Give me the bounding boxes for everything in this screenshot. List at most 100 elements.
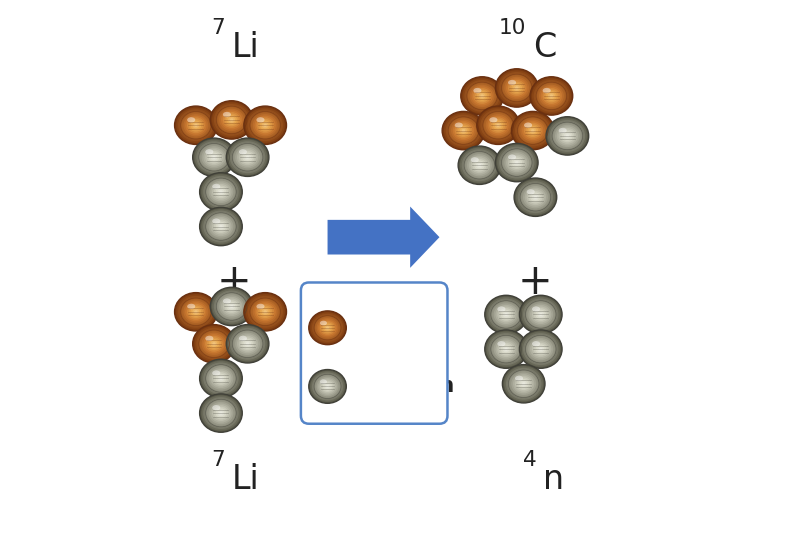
- Ellipse shape: [495, 340, 517, 359]
- Ellipse shape: [214, 407, 228, 419]
- Ellipse shape: [520, 381, 527, 387]
- Ellipse shape: [200, 359, 242, 398]
- Ellipse shape: [185, 116, 207, 135]
- Ellipse shape: [210, 182, 232, 201]
- Ellipse shape: [503, 311, 510, 318]
- Ellipse shape: [511, 111, 554, 150]
- Ellipse shape: [495, 69, 538, 107]
- Ellipse shape: [519, 118, 547, 143]
- Ellipse shape: [201, 395, 240, 431]
- Ellipse shape: [470, 85, 495, 107]
- Ellipse shape: [503, 346, 510, 352]
- Ellipse shape: [320, 379, 327, 384]
- Ellipse shape: [534, 343, 548, 356]
- Ellipse shape: [252, 301, 277, 323]
- Ellipse shape: [469, 156, 490, 175]
- Ellipse shape: [541, 86, 562, 106]
- Ellipse shape: [492, 336, 520, 362]
- Ellipse shape: [462, 149, 497, 181]
- Ellipse shape: [240, 151, 255, 164]
- Ellipse shape: [485, 295, 527, 334]
- Ellipse shape: [201, 333, 226, 355]
- Ellipse shape: [495, 122, 502, 128]
- Ellipse shape: [525, 300, 557, 329]
- Ellipse shape: [449, 118, 478, 143]
- Ellipse shape: [203, 211, 239, 243]
- Ellipse shape: [477, 91, 487, 101]
- Ellipse shape: [210, 403, 232, 423]
- Ellipse shape: [205, 149, 213, 155]
- Ellipse shape: [529, 127, 536, 134]
- Ellipse shape: [508, 80, 516, 85]
- Ellipse shape: [446, 115, 481, 147]
- Ellipse shape: [539, 85, 564, 107]
- Ellipse shape: [193, 122, 200, 128]
- Text: 4: 4: [523, 450, 536, 470]
- Ellipse shape: [200, 331, 229, 357]
- Ellipse shape: [219, 109, 244, 131]
- Ellipse shape: [201, 361, 240, 396]
- Text: Proton: Proton: [352, 318, 436, 338]
- Ellipse shape: [526, 124, 540, 137]
- Ellipse shape: [232, 329, 264, 358]
- Ellipse shape: [460, 127, 467, 134]
- Ellipse shape: [528, 191, 543, 204]
- Ellipse shape: [460, 148, 499, 183]
- Ellipse shape: [532, 194, 539, 200]
- Ellipse shape: [488, 298, 524, 330]
- Ellipse shape: [212, 219, 230, 235]
- Ellipse shape: [226, 115, 237, 125]
- Ellipse shape: [216, 222, 226, 231]
- Ellipse shape: [480, 109, 516, 141]
- Ellipse shape: [521, 184, 550, 210]
- Ellipse shape: [497, 70, 536, 106]
- Ellipse shape: [504, 348, 508, 351]
- Ellipse shape: [200, 173, 242, 211]
- Ellipse shape: [534, 196, 537, 199]
- Ellipse shape: [213, 370, 221, 376]
- Ellipse shape: [326, 326, 329, 329]
- Text: n: n: [543, 463, 565, 496]
- Ellipse shape: [463, 151, 495, 180]
- Ellipse shape: [461, 77, 503, 115]
- Ellipse shape: [471, 157, 488, 173]
- Ellipse shape: [187, 304, 205, 320]
- Ellipse shape: [244, 293, 287, 331]
- Ellipse shape: [228, 117, 235, 123]
- Ellipse shape: [527, 302, 555, 327]
- Ellipse shape: [191, 120, 201, 130]
- Ellipse shape: [467, 154, 492, 176]
- Ellipse shape: [245, 108, 284, 143]
- Ellipse shape: [515, 161, 519, 164]
- Ellipse shape: [261, 309, 268, 315]
- Ellipse shape: [228, 303, 235, 310]
- Ellipse shape: [539, 348, 543, 351]
- Ellipse shape: [455, 123, 463, 128]
- Ellipse shape: [507, 369, 539, 398]
- Ellipse shape: [520, 119, 545, 142]
- Ellipse shape: [527, 126, 538, 135]
- Ellipse shape: [487, 297, 526, 332]
- Ellipse shape: [255, 302, 276, 321]
- Ellipse shape: [535, 82, 567, 110]
- Ellipse shape: [497, 341, 506, 346]
- Ellipse shape: [518, 181, 553, 213]
- Ellipse shape: [499, 343, 513, 356]
- Ellipse shape: [513, 113, 552, 148]
- Ellipse shape: [521, 332, 560, 367]
- Ellipse shape: [207, 179, 235, 205]
- Ellipse shape: [517, 377, 531, 390]
- Ellipse shape: [320, 379, 336, 393]
- Ellipse shape: [499, 147, 535, 179]
- Ellipse shape: [249, 111, 281, 140]
- Ellipse shape: [510, 371, 538, 397]
- Ellipse shape: [251, 112, 280, 138]
- Ellipse shape: [223, 112, 231, 117]
- Ellipse shape: [194, 140, 233, 175]
- Ellipse shape: [216, 106, 248, 134]
- Ellipse shape: [207, 214, 235, 239]
- Ellipse shape: [235, 146, 260, 168]
- Ellipse shape: [564, 133, 571, 139]
- Ellipse shape: [256, 304, 274, 320]
- Ellipse shape: [451, 119, 476, 142]
